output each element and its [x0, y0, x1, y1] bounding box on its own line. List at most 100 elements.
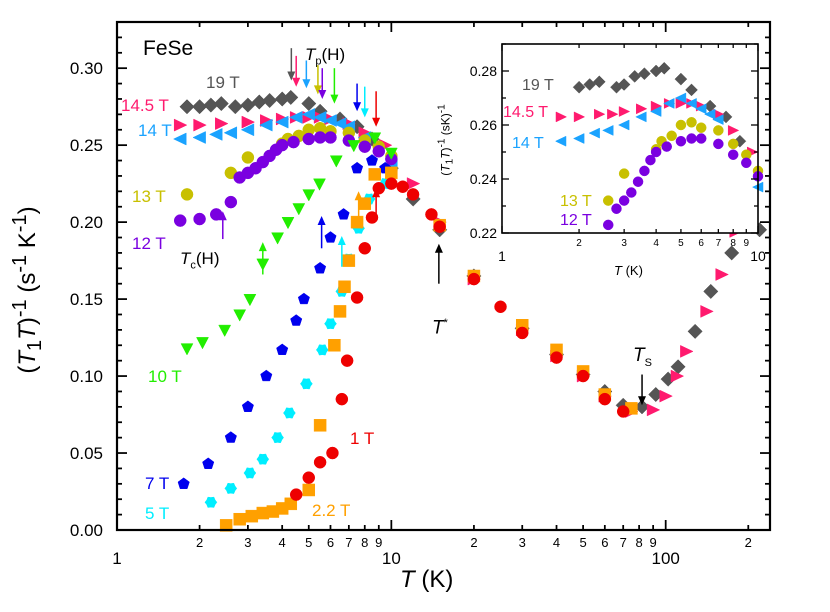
data-point	[192, 131, 206, 144]
x-minor-tick-label: 6	[601, 535, 608, 550]
data-point	[223, 126, 238, 140]
data-point	[674, 72, 688, 86]
series-label-12t: 12 T	[132, 234, 166, 253]
data-point	[271, 232, 285, 245]
data-point	[302, 483, 316, 497]
main-x-axis-label: T (K)	[400, 566, 454, 593]
data-point	[275, 138, 289, 152]
data-point	[675, 135, 687, 147]
main-frame	[115, 20, 772, 532]
data-point	[715, 268, 729, 281]
x-minor-tick-label: 5	[579, 535, 586, 550]
y-tick-label: 0.25	[70, 136, 103, 155]
data-point	[347, 140, 361, 153]
x-minor-tick-label: 7	[620, 535, 627, 550]
series-label-1t: 1 T	[350, 429, 375, 448]
main-series-7-t	[177, 154, 392, 489]
x-minor-tick-label: 2	[470, 535, 477, 550]
inset-series-label-13t: 13 T	[560, 193, 592, 210]
tp-arrow-head	[330, 94, 339, 104]
data-point	[259, 118, 273, 132]
y-tick-label: 0.24	[470, 171, 497, 187]
data-point	[700, 305, 714, 318]
data-point	[271, 432, 284, 444]
data-point	[645, 154, 656, 166]
data-point	[704, 108, 716, 120]
data-point	[635, 111, 647, 123]
data-point	[713, 125, 724, 136]
data-point	[281, 217, 295, 230]
y-tick-label: 0.22	[470, 225, 497, 241]
data-point	[607, 108, 619, 120]
data-point	[663, 98, 675, 109]
x-minor-tick-label: 2	[196, 535, 203, 550]
data-point	[276, 343, 289, 355]
data-point	[650, 146, 662, 158]
data-point	[313, 178, 326, 191]
data-point	[177, 477, 190, 489]
y-tick-label: 0.00	[70, 521, 103, 540]
data-point	[224, 482, 238, 494]
data-point	[351, 161, 364, 174]
data-point	[385, 177, 398, 190]
data-point	[241, 151, 255, 164]
x-minor-tick-label: 2	[576, 238, 582, 249]
data-point	[616, 405, 630, 418]
data-point	[338, 280, 351, 294]
data-point	[337, 208, 350, 220]
data-point	[467, 272, 481, 286]
data-point	[260, 369, 273, 382]
data-point	[494, 300, 507, 314]
data-point	[213, 96, 229, 112]
series-label-10t: 10 T	[148, 367, 182, 386]
data-point	[180, 343, 194, 356]
data-point	[243, 467, 257, 479]
tstar-arrow-head	[434, 243, 443, 253]
x-major-tick-label: 10	[382, 549, 401, 568]
data-point	[350, 215, 364, 229]
x-minor-tick-label: 9	[744, 238, 750, 249]
data-point	[241, 115, 256, 129]
data-point	[588, 127, 600, 139]
data-point	[602, 195, 614, 206]
series-label-19t: 19 T	[206, 73, 240, 92]
data-point	[256, 453, 270, 465]
series-label-14-5t: 14.5 T	[121, 96, 169, 115]
data-point	[302, 471, 316, 484]
tc-label: Tc(H)	[180, 249, 220, 272]
data-point	[741, 157, 752, 169]
x-major-tick-label: 1	[498, 248, 506, 264]
data-point	[215, 117, 229, 130]
data-point	[727, 138, 739, 150]
x-minor-tick-label: 3	[244, 535, 251, 550]
data-point	[611, 203, 622, 214]
x-minor-tick-label: 3	[519, 535, 526, 550]
data-point	[287, 135, 300, 149]
data-point	[628, 70, 642, 83]
data-point	[262, 92, 278, 109]
inset-series-12-t	[602, 133, 764, 231]
data-point	[209, 128, 223, 141]
data-point	[618, 119, 630, 131]
main-y-axis-label: (T1T)-1 (s-1 K-1)	[9, 206, 46, 374]
data-point	[384, 147, 398, 160]
data-point	[555, 111, 568, 123]
tp-arrow-head	[360, 108, 369, 118]
inset-series-label-14t: 14 T	[512, 135, 544, 152]
data-point	[368, 168, 382, 181]
data-point	[602, 219, 614, 231]
series-label-14t: 14 T	[138, 121, 172, 140]
data-point	[576, 369, 590, 383]
data-point	[425, 208, 438, 221]
data-point	[202, 457, 215, 469]
data-point	[646, 403, 661, 417]
data-point	[173, 214, 187, 227]
data-point	[365, 211, 379, 224]
data-point	[342, 254, 356, 267]
data-point	[301, 108, 316, 121]
series-label-5t: 5 T	[145, 504, 170, 523]
data-point	[594, 108, 606, 120]
data-point	[179, 99, 195, 115]
data-point	[385, 166, 398, 180]
data-point	[326, 446, 339, 460]
